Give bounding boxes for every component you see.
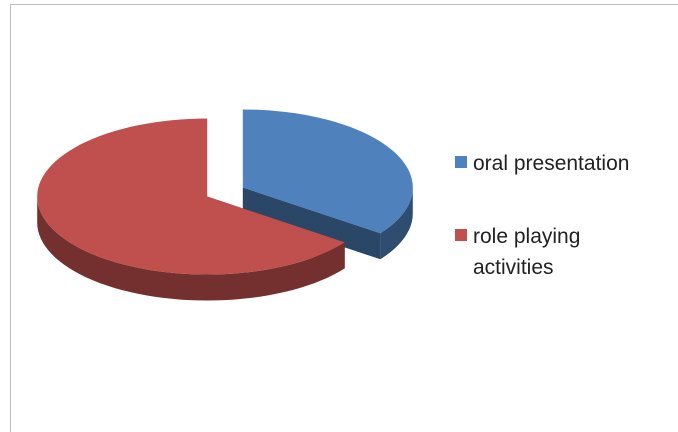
chart-frame (10, 4, 678, 432)
slice-top (242, 109, 413, 234)
legend-label: role playing activities (473, 225, 581, 279)
legend-swatch (455, 156, 467, 168)
slice-cut-face (242, 187, 381, 260)
pie-slice (37, 118, 345, 301)
slice-top (37, 118, 345, 275)
legend-swatch (455, 229, 467, 241)
slice-wall (37, 196, 345, 301)
legend-item: oral presentation (455, 148, 665, 179)
slice-wall (380, 187, 413, 260)
pie-slice (242, 109, 413, 260)
legend: oral presentation role playing activities (455, 148, 665, 325)
legend-item: role playing activities (455, 221, 665, 283)
legend-label: oral presentation (473, 152, 630, 175)
